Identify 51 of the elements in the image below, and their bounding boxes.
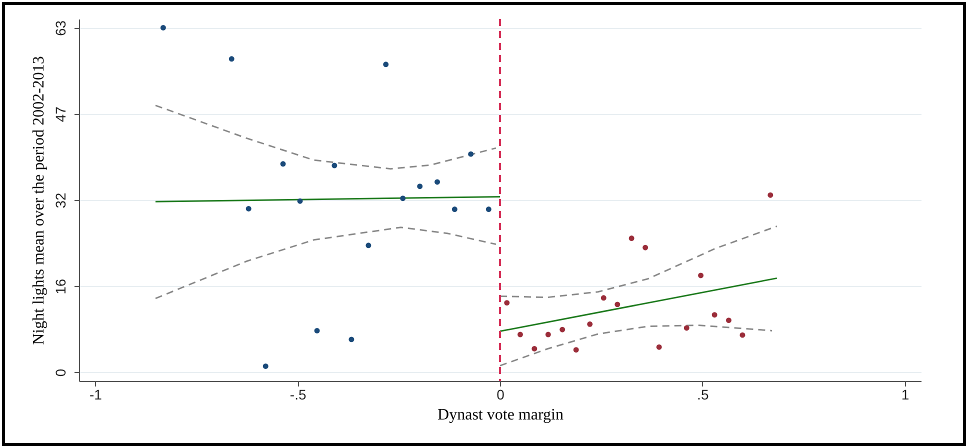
point — [434, 179, 440, 185]
point — [504, 300, 510, 306]
point — [400, 196, 406, 202]
x-tick-label: -.5 — [290, 386, 306, 402]
line-series — [499, 324, 773, 366]
point — [698, 272, 704, 278]
point — [560, 326, 566, 332]
point — [417, 184, 423, 190]
point — [614, 302, 620, 308]
point — [246, 206, 252, 212]
y-tick-label: 47 — [52, 106, 68, 122]
x-tick-label: .5 — [697, 386, 709, 402]
point — [297, 198, 303, 204]
line-series — [499, 226, 778, 298]
point — [262, 364, 268, 369]
point — [486, 206, 492, 212]
point — [532, 346, 538, 352]
point — [228, 56, 234, 62]
point — [518, 332, 523, 338]
point — [642, 244, 648, 250]
point — [726, 318, 732, 324]
point — [332, 162, 338, 168]
point — [712, 312, 718, 318]
point — [383, 62, 389, 68]
point — [573, 347, 579, 353]
x-tick-label: 0 — [496, 386, 505, 402]
y-tick-label: 0 — [52, 368, 68, 377]
x-tick-label: -1 — [89, 386, 102, 402]
point — [348, 336, 354, 342]
point — [160, 25, 166, 30]
x-tick-label: 1 — [901, 386, 910, 402]
line-series — [154, 104, 497, 170]
point — [314, 328, 320, 334]
point — [366, 242, 372, 248]
y-tick-label: 63 — [52, 20, 68, 36]
y-tick-label: 16 — [52, 278, 68, 294]
point — [740, 332, 746, 338]
point — [468, 151, 474, 157]
point — [600, 295, 606, 301]
point — [768, 192, 774, 198]
point — [587, 321, 593, 327]
point — [545, 332, 551, 338]
point — [280, 161, 286, 167]
point — [684, 325, 690, 331]
y-tick-label: 32 — [52, 192, 68, 208]
x-axis-title: Dynast vote margin — [438, 406, 564, 424]
y-axis-title: Night lights mean over the period 2002-2013 — [30, 56, 48, 345]
point — [628, 236, 634, 242]
line-series — [154, 226, 497, 300]
point — [452, 206, 458, 212]
point — [656, 344, 662, 350]
